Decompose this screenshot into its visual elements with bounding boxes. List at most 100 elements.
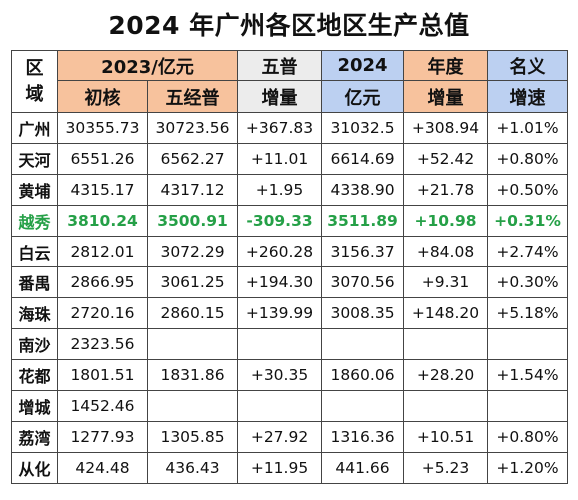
region-cell: 越秀 xyxy=(11,204,58,237)
region-cell: 天河 xyxy=(11,142,58,175)
initial-cell: 2812.01 xyxy=(57,235,148,268)
header-2024-line2: 亿元 xyxy=(321,80,405,113)
region-header: 区 域 xyxy=(11,50,58,113)
growth-cell xyxy=(487,328,569,361)
initial-cell: 1452.46 xyxy=(57,390,148,422)
census-inc-cell: +11.01 xyxy=(237,142,323,175)
table-row: 黄埔 4315.17 4317.12 +1.95 4338.90 +21.78 +0.50% xyxy=(11,173,569,206)
table-row: 增城 1452.46 xyxy=(11,390,569,422)
growth-cell: +1.20% xyxy=(487,451,569,484)
header-growth-line1: 名义 xyxy=(487,50,569,81)
growth-cell: +0.80% xyxy=(487,420,569,453)
table-row: 海珠 2720.16 2860.15 +139.99 3008.35 +148.20 +5.… xyxy=(11,297,569,330)
census-inc-cell: +11.95 xyxy=(237,451,323,484)
growth-cell: +1.54% xyxy=(487,359,569,392)
initial-cell: 424.48 xyxy=(57,451,148,484)
growth-cell xyxy=(487,390,569,422)
header-census: 五经普 xyxy=(146,80,239,113)
census-cell: 6562.27 xyxy=(146,142,239,175)
value-2024-cell: 3511.89 xyxy=(321,204,405,237)
initial-cell: 1277.93 xyxy=(57,420,148,453)
table-row: 白云 2812.01 3072.29 +260.28 3156.37 +84.08 +2.7… xyxy=(11,235,569,268)
initial-cell: 1801.51 xyxy=(57,359,148,392)
census-inc-cell: +139.99 xyxy=(237,297,323,330)
census-inc-cell xyxy=(237,390,323,422)
census-cell xyxy=(146,390,239,422)
annual-inc-cell: +28.20 xyxy=(403,359,489,392)
growth-cell: +0.30% xyxy=(487,266,569,299)
census-inc-cell: -309.33 xyxy=(237,204,323,237)
header-annual-inc-line2: 增量 xyxy=(403,80,489,113)
growth-cell: +1.01% xyxy=(487,112,569,144)
region-header-line1: 区 xyxy=(25,57,44,79)
header-census-inc-line1: 五普 xyxy=(237,50,323,81)
value-2024-cell: 3156.37 xyxy=(321,235,405,268)
census-inc-cell: +367.83 xyxy=(237,112,323,144)
annual-inc-cell: +9.31 xyxy=(403,266,489,299)
value-2024-cell: 4338.90 xyxy=(321,173,405,206)
gdp-table: 区 域 2023/亿元 五普 2024 年度 名义 初核 五经普 增量 亿元 增… xyxy=(11,50,569,484)
census-cell: 436.43 xyxy=(146,451,239,484)
census-inc-cell: +1.95 xyxy=(237,173,323,206)
header-annual-inc-line1: 年度 xyxy=(403,50,489,81)
annual-inc-cell xyxy=(403,328,489,361)
table-row: 从化 424.48 436.43 +11.95 441.66 +5.23 +1.20% xyxy=(11,451,569,484)
census-cell: 1305.85 xyxy=(146,420,239,453)
table-row: 广州 30355.73 30723.56 +367.83 31032.5 +308.94 +… xyxy=(11,112,569,144)
annual-inc-cell xyxy=(403,390,489,422)
growth-cell: +0.80% xyxy=(487,142,569,175)
value-2024-cell xyxy=(321,390,405,422)
growth-cell: +5.18% xyxy=(487,297,569,330)
annual-inc-cell: +10.51 xyxy=(403,420,489,453)
header-2024-line1: 2024 xyxy=(321,50,405,81)
initial-cell: 2866.95 xyxy=(57,266,148,299)
value-2024-cell: 1316.36 xyxy=(321,420,405,453)
table-row: 南沙 2323.56 xyxy=(11,328,569,361)
region-header-line2: 域 xyxy=(25,83,44,105)
initial-cell: 3810.24 xyxy=(57,204,148,237)
annual-inc-cell: +52.42 xyxy=(403,142,489,175)
census-cell: 30723.56 xyxy=(146,112,239,144)
value-2024-cell: 441.66 xyxy=(321,451,405,484)
initial-cell: 2323.56 xyxy=(57,328,148,361)
growth-cell: +2.74% xyxy=(487,235,569,268)
annual-inc-cell: +308.94 xyxy=(403,112,489,144)
value-2024-cell xyxy=(321,328,405,361)
census-inc-cell: +194.30 xyxy=(237,266,323,299)
growth-cell: +0.50% xyxy=(487,173,569,206)
census-cell: 3072.29 xyxy=(146,235,239,268)
value-2024-cell: 3008.35 xyxy=(321,297,405,330)
annual-inc-cell: +21.78 xyxy=(403,173,489,206)
value-2024-cell: 6614.69 xyxy=(321,142,405,175)
table-row: 花都 1801.51 1831.86 +30.35 1860.06 +28.20 +1.54… xyxy=(11,359,569,392)
census-cell xyxy=(146,328,239,361)
region-cell: 从化 xyxy=(11,451,58,484)
initial-cell: 6551.26 xyxy=(57,142,148,175)
annual-inc-cell: +5.23 xyxy=(403,451,489,484)
census-cell: 3061.25 xyxy=(146,266,239,299)
table-row: 荔湾 1277.93 1305.85 +27.92 1316.36 +10.51 +0.80… xyxy=(11,420,569,453)
region-cell: 增城 xyxy=(11,390,58,422)
region-cell: 南沙 xyxy=(11,328,58,361)
region-cell: 荔湾 xyxy=(11,420,58,453)
table-row: 天河 6551.26 6562.27 +11.01 6614.69 +52.42 +0.80… xyxy=(11,142,569,175)
census-inc-cell xyxy=(237,328,323,361)
header-2023: 2023/亿元 xyxy=(56,50,239,81)
region-cell: 白云 xyxy=(11,235,58,268)
census-cell: 1831.86 xyxy=(146,359,239,392)
census-cell: 4317.12 xyxy=(146,173,239,206)
header-initial: 初核 xyxy=(57,80,148,113)
region-cell: 花都 xyxy=(11,359,58,392)
value-2024-cell: 31032.5 xyxy=(321,112,405,144)
census-cell: 2860.15 xyxy=(146,297,239,330)
initial-cell: 2720.16 xyxy=(57,297,148,330)
header-growth-line2: 增速 xyxy=(487,80,569,113)
region-cell: 黄埔 xyxy=(11,173,58,206)
region-cell: 番禺 xyxy=(11,266,58,299)
initial-cell: 30355.73 xyxy=(57,112,148,144)
table-row: 番禺 2866.95 3061.25 +194.30 3070.56 +9.31 +0.30… xyxy=(11,266,569,299)
value-2024-cell: 3070.56 xyxy=(321,266,405,299)
annual-inc-cell: +148.20 xyxy=(403,297,489,330)
census-inc-cell: +27.92 xyxy=(237,420,323,453)
census-inc-cell: +260.28 xyxy=(237,235,323,268)
